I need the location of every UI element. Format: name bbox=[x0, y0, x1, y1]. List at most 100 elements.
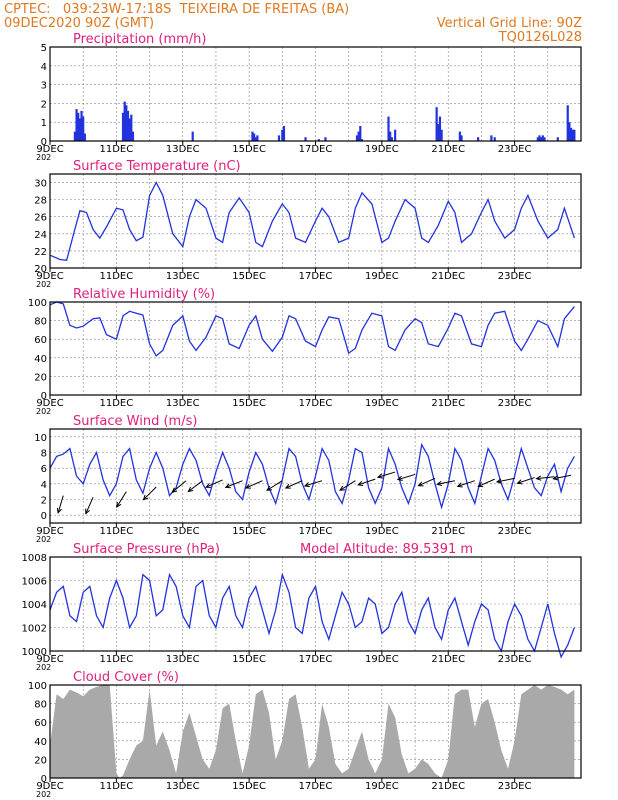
wind-arrow-shaft bbox=[457, 480, 475, 487]
precip-bar bbox=[437, 124, 440, 141]
precip-bar bbox=[438, 116, 442, 141]
rh-xtick-label: 21DEC bbox=[431, 398, 465, 409]
wind-arrow-head bbox=[535, 475, 542, 481]
precip-year-label: 202 bbox=[36, 153, 51, 162]
temp-xtick-label: 15DEC bbox=[232, 271, 266, 282]
precip-xtick-label: 23DEC bbox=[498, 144, 532, 155]
wind-arrow bbox=[376, 471, 396, 479]
rh-xtick-label: 11DEC bbox=[100, 398, 134, 409]
wind-arrow-head bbox=[116, 501, 122, 508]
wind-arrow bbox=[142, 486, 157, 501]
temp-ytick-label: 20 bbox=[34, 264, 47, 275]
precip-bar bbox=[254, 137, 257, 141]
cloud-area bbox=[50, 685, 575, 778]
wind-arrow-shaft bbox=[143, 486, 157, 501]
rh-xtick-label: 23DEC bbox=[498, 398, 532, 409]
cloud-ytick-label: 0 bbox=[41, 774, 47, 785]
cloud-ytick-label: 80 bbox=[34, 700, 47, 711]
precip-bar bbox=[128, 118, 131, 141]
wind-arrow-head bbox=[171, 487, 178, 493]
precip-ytick-label: 3 bbox=[41, 81, 47, 92]
precip-bar bbox=[357, 131, 360, 141]
cloud-xtick-label: 21DEC bbox=[431, 781, 465, 792]
cloud-ytick-label: 60 bbox=[34, 718, 47, 729]
wind-arrow-head bbox=[266, 485, 273, 491]
rh-ytick-label: 60 bbox=[34, 335, 47, 346]
pressure-ytick-label: 1002 bbox=[22, 624, 47, 635]
precip-bar bbox=[191, 131, 194, 141]
precip-xtick-label: 19DEC bbox=[365, 144, 399, 155]
wind-xtick-label: 11DEC bbox=[100, 526, 134, 537]
wind-arrow bbox=[284, 480, 303, 489]
precip-bar bbox=[435, 107, 438, 141]
wind-ytick-label: 8 bbox=[41, 449, 47, 460]
wind-arrow-shaft bbox=[437, 480, 455, 485]
precip-ytick-label: 0 bbox=[41, 137, 47, 148]
rh-ytick-label: 40 bbox=[34, 354, 47, 365]
temp-xtick-label: 19DEC bbox=[365, 271, 399, 282]
wind-arrow bbox=[516, 477, 535, 485]
precip-bar bbox=[80, 110, 83, 141]
pressure-series-line bbox=[49, 572, 576, 659]
wind-arrow-shaft bbox=[478, 478, 495, 487]
cloud-xtick-label: 9DEC bbox=[36, 781, 63, 792]
temp-xtick-label: 13DEC bbox=[166, 271, 200, 282]
wind-arrow bbox=[171, 480, 187, 493]
cloud-year-label: 202 bbox=[36, 790, 51, 799]
pressure-annotation: Model Altitude: 89.5391 m bbox=[300, 542, 473, 557]
rh-xtick-label: 17DEC bbox=[299, 398, 333, 409]
cloud-xtick-label: 11DEC bbox=[100, 781, 134, 792]
temp-xtick-label: 17DEC bbox=[299, 271, 333, 282]
precip-xtick-label: 11DEC bbox=[100, 144, 134, 155]
rh-ytick-label: 100 bbox=[28, 298, 47, 309]
precip-bar bbox=[568, 122, 571, 141]
wind-xtick-label: 19DEC bbox=[365, 526, 399, 537]
pressure-xtick-label: 19DEC bbox=[365, 654, 399, 665]
pressure-xtick-label: 17DEC bbox=[299, 654, 333, 665]
cloud-xtick-label: 19DEC bbox=[365, 781, 399, 792]
rh-ytick-label: 0 bbox=[41, 391, 47, 402]
precip-xtick-label: 21DEC bbox=[431, 144, 465, 155]
wind-arrow-shaft bbox=[225, 480, 243, 488]
wind-panel: 0 2 4 6 8 10 9DEC 11DEC 13DEC 15DEC 17DEC 19DEC 21DE… bbox=[34, 414, 582, 544]
wind-arrow-head bbox=[187, 486, 194, 493]
precip-bar bbox=[477, 137, 480, 141]
wind-arrow-shaft bbox=[266, 480, 283, 491]
precip-bar bbox=[121, 112, 125, 141]
wind-xtick-label: 15DEC bbox=[232, 526, 266, 537]
header-line-2: 09DEC2020 90Z (GMT) bbox=[4, 16, 155, 31]
precip-xtick-label: 15DEC bbox=[232, 144, 266, 155]
rh-ytick-label: 80 bbox=[34, 317, 47, 328]
wind-arrow bbox=[552, 474, 572, 481]
precip-title: Precipitation (mm/h) bbox=[73, 32, 206, 47]
pressure-xtick-label: 11DEC bbox=[100, 654, 134, 665]
wind-arrow-head bbox=[516, 479, 523, 485]
temp-series-line bbox=[49, 181, 576, 262]
wind-arrow-head bbox=[56, 507, 62, 514]
temp-title: Surface Temperature (nC) bbox=[73, 159, 241, 174]
precip-ytick-label: 1 bbox=[41, 118, 47, 129]
wind-arrow-head bbox=[477, 482, 484, 488]
precip-bar bbox=[569, 127, 573, 141]
wind-ytick-label: 6 bbox=[41, 464, 47, 475]
precip-bar bbox=[390, 137, 393, 141]
temp-ytick-label: 22 bbox=[34, 247, 47, 258]
pressure-xtick-label: 15DEC bbox=[232, 654, 266, 665]
precip-bar bbox=[394, 129, 397, 141]
wind-arrow-shaft bbox=[339, 480, 356, 491]
precip-bar bbox=[304, 137, 307, 141]
temp-xtick-label: 11DEC bbox=[100, 271, 134, 282]
wind-arrow bbox=[224, 480, 243, 489]
temp-ytick-label: 30 bbox=[34, 179, 47, 190]
wind-arrow bbox=[85, 496, 94, 515]
wind-arrow bbox=[56, 495, 64, 514]
wind-arrow-shaft bbox=[377, 471, 396, 478]
precip-bar bbox=[78, 118, 81, 141]
precip-bar bbox=[130, 114, 133, 141]
pressure-xtick-label: 21DEC bbox=[431, 654, 465, 665]
rh-xtick-label: 19DEC bbox=[365, 398, 399, 409]
wind-arrow-shaft bbox=[205, 479, 223, 488]
wind-ytick-label: 10 bbox=[34, 433, 47, 444]
wind-arrow-head bbox=[456, 482, 463, 488]
precip-bar bbox=[73, 131, 76, 141]
